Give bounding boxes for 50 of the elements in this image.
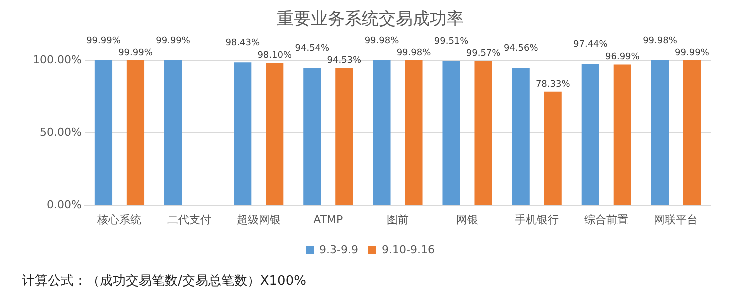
x-tick-label: 网联平台 bbox=[654, 213, 698, 226]
legend-label: 9.3-9.9 bbox=[320, 243, 359, 256]
text: 计算公式：（成功交易笔数/交易总笔数）X100% bbox=[22, 273, 306, 290]
legend-label: 9.10-9.16 bbox=[382, 243, 435, 256]
bar bbox=[234, 62, 252, 206]
data-label: 94.53% bbox=[327, 56, 362, 66]
x-tick-label: 综合前置 bbox=[584, 213, 629, 226]
data-label: 97.44% bbox=[573, 40, 608, 50]
y-tick-label: 50.00% bbox=[40, 126, 82, 139]
y-tick-label: 100.00% bbox=[32, 53, 82, 66]
x-tick-label: 图前 bbox=[386, 213, 409, 226]
data-label: 99.99% bbox=[118, 48, 154, 58]
data-label: 99.99% bbox=[675, 48, 710, 58]
chart-title: 重要业务系统交易成功率 bbox=[277, 10, 464, 30]
bar bbox=[474, 61, 492, 206]
bar bbox=[405, 60, 423, 206]
data-label: 98.43% bbox=[226, 38, 260, 49]
data-label: 99.99% bbox=[86, 36, 122, 46]
bar bbox=[126, 60, 145, 206]
x-tick-label: 超级网银 bbox=[236, 213, 281, 226]
bar bbox=[442, 61, 460, 206]
x-tick-label: 核心系统 bbox=[96, 213, 142, 226]
bar bbox=[683, 60, 702, 206]
data-label: 99.98% bbox=[643, 36, 678, 46]
bar bbox=[373, 60, 391, 206]
bar bbox=[164, 60, 182, 206]
data-label: 94.54% bbox=[295, 44, 330, 54]
data-label: 98.10% bbox=[258, 51, 292, 62]
bar bbox=[266, 63, 284, 206]
y-tick-label: 0.00% bbox=[46, 198, 82, 212]
data-label: 78.33% bbox=[536, 80, 571, 90]
x-tick-label: ATMP bbox=[314, 213, 344, 226]
bar bbox=[94, 60, 113, 206]
bar bbox=[304, 68, 322, 206]
bar bbox=[544, 92, 562, 206]
data-label: 99.99% bbox=[156, 36, 191, 46]
x-tick-label: 手机银行 bbox=[515, 213, 560, 226]
x-tick-label: 二代支付 bbox=[167, 213, 212, 226]
bar bbox=[614, 64, 632, 206]
bar bbox=[512, 68, 530, 206]
bar bbox=[651, 60, 670, 206]
bar bbox=[582, 64, 600, 206]
x-tick-label: 网银 bbox=[456, 213, 479, 226]
bar bbox=[336, 68, 354, 206]
data-label: 96.99% bbox=[605, 52, 640, 63]
data-label: 99.98% bbox=[396, 48, 432, 58]
data-label: 99.98% bbox=[364, 36, 400, 46]
data-label: 94.56% bbox=[504, 44, 539, 54]
data-label: 99.57% bbox=[466, 48, 502, 59]
data-label: 99.51% bbox=[434, 36, 470, 47]
